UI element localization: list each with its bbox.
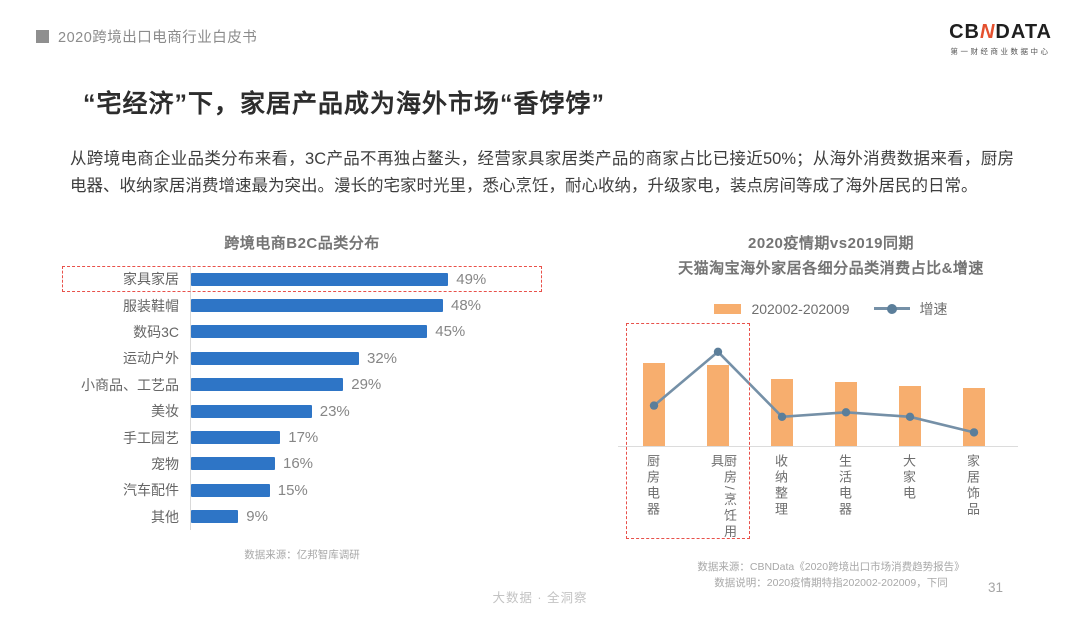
- footer-slogan: 大数据 · 全洞察: [492, 591, 588, 605]
- value-label: 15%: [277, 481, 308, 499]
- value-label: 32%: [367, 349, 398, 367]
- value-label: 45%: [435, 323, 466, 341]
- bar-track: 48%: [190, 292, 542, 319]
- x-axis-label-1: 厨房/烹饪用具: [709, 453, 737, 541]
- legend-line-icon: [873, 303, 910, 314]
- combo-source-line2: 数据说明：2020疫情期特指202002-202009，下同: [714, 576, 948, 589]
- b2c-bar-rows: 家具家居 49% 服装鞋帽 48% 数码3C 45% 运动户外 32% 小商品、工艺品 29% 美妆…: [62, 266, 542, 530]
- bar-row-1: 服装鞋帽 48%: [62, 292, 542, 319]
- combo-x-labels: 厨房电器 厨房/烹饪用具 收纳整理 生活电器 大家电 家居饰品: [618, 447, 1018, 551]
- legend-line-label: 增速: [919, 300, 948, 317]
- x-axis-label-0: 厨房电器: [645, 453, 660, 518]
- value-label: 16%: [283, 455, 314, 473]
- category-label: 运动户外: [123, 350, 179, 367]
- combo-chart-title-line2: 天猫淘宝海外家居各细分品类消费占比&增速: [678, 259, 984, 277]
- bar-track: 49%: [190, 266, 542, 293]
- combo-plot: [618, 335, 1018, 447]
- bar-row-9: 其他 9%: [62, 503, 542, 530]
- bar-row-3: 运动户外 32%: [62, 345, 542, 372]
- growth-point-4: [905, 412, 915, 421]
- b2c-chart-source: 数据来源：亿邦智库调研: [244, 548, 360, 561]
- bar-row-2: 数码3C 45%: [62, 318, 542, 346]
- combo-chart-sources: 数据来源：CBNData《2020跨境出口市场消费趋势报告》 数据说明：2020…: [600, 559, 1062, 592]
- growth-point-2: [777, 412, 787, 421]
- bar-row-5: 美妆 23%: [62, 397, 542, 425]
- intro-paragraph: 从跨境电商企业品类分布来看，3C产品不再独占鳌头，经营家具家居类产品的商家占比已…: [70, 150, 1014, 195]
- legend-line-dot: [886, 303, 897, 314]
- category-label: 数码3C: [133, 323, 179, 340]
- bar: [191, 404, 312, 418]
- home-category-combo-chart: 2020疫情期vs2019同期 天猫淘宝海外家居各细分品类消费占比&增速 202…: [600, 232, 1062, 591]
- logo-subtitle: 第一财经商业数据中心: [950, 47, 1051, 56]
- bar: [191, 299, 443, 313]
- combo-chart-title-line1: 2020疫情期vs2019同期: [748, 235, 914, 252]
- category-label: 其他: [151, 508, 179, 525]
- logo-cb: CB: [949, 21, 980, 43]
- value-label: 23%: [319, 402, 350, 420]
- bar-track: 45%: [190, 318, 542, 346]
- combo-chart-legend: 202002-202009 增速: [600, 299, 1062, 319]
- bar: [191, 457, 275, 471]
- value-label: 48%: [451, 297, 482, 315]
- bar: [191, 272, 449, 286]
- value-label: 17%: [288, 429, 319, 447]
- b2c-chart-title: 跨境电商B2C品类分布: [224, 235, 380, 252]
- document-title: 2020跨境出口电商行业白皮书: [58, 30, 258, 46]
- growth-point-1: [713, 347, 723, 356]
- combo-bar-1: [707, 364, 729, 446]
- bar-row-0: 家具家居 49%: [62, 266, 542, 293]
- category-label: 小商品、工艺品: [81, 376, 179, 393]
- value-label: 29%: [351, 376, 382, 394]
- bar-track: 16%: [190, 450, 542, 478]
- x-axis-label-2: 收纳整理: [773, 453, 788, 518]
- combo-source-line1: 数据来源：CBNData《2020跨境出口市场消费趋势报告》: [697, 560, 965, 573]
- bar-track: 15%: [190, 477, 542, 504]
- combo-chart-title: 2020疫情期vs2019同期 天猫淘宝海外家居各细分品类消费占比&增速: [600, 232, 1062, 282]
- bar: [191, 510, 239, 524]
- logo-wordmark: CBNDATA: [949, 22, 1052, 42]
- bar: [191, 351, 359, 365]
- growth-point-3: [841, 407, 851, 416]
- category-label: 服装鞋帽: [123, 297, 179, 314]
- bar-row-4: 小商品、工艺品 29%: [62, 371, 542, 398]
- bar: [191, 378, 344, 392]
- cbndata-logo: CBNDATA 第一财经商业数据中心: [949, 22, 1052, 57]
- bar: [191, 483, 270, 497]
- page-number: 31: [988, 580, 1004, 595]
- document-header: 2020跨境出口电商行业白皮书: [36, 26, 257, 47]
- category-label: 美妆: [151, 403, 179, 420]
- bar-track: 17%: [190, 424, 542, 451]
- bar-row-6: 手工园艺 17%: [62, 424, 542, 451]
- growth-point-5: [969, 427, 979, 437]
- bar: [191, 431, 281, 445]
- square-bullet-icon: [36, 30, 49, 43]
- bar-track: 23%: [190, 397, 542, 425]
- category-label: 汽车配件: [123, 482, 179, 499]
- bar-row-8: 汽车配件 15%: [62, 477, 542, 504]
- x-axis-label-3: 生活电器: [837, 453, 852, 518]
- logo-data: DATA: [995, 21, 1052, 43]
- value-label: 9%: [246, 508, 268, 526]
- growth-line-layer: [649, 347, 979, 437]
- bar-track: 9%: [190, 503, 542, 530]
- legend-bar-label: 202002-202009: [751, 300, 850, 317]
- legend-bar-swatch: [714, 303, 742, 314]
- bar-track: 32%: [190, 345, 542, 372]
- category-label: 家具家居: [123, 271, 179, 288]
- combo-plot-area: 厨房电器 厨房/烹饪用具 收纳整理 生活电器 大家电 家居饰品: [618, 322, 1018, 551]
- x-axis-label-4: 大家电: [901, 453, 916, 502]
- category-label: 手工园艺: [123, 429, 179, 446]
- growth-line: [653, 349, 975, 434]
- logo-n: N: [979, 21, 996, 43]
- value-label: 49%: [456, 270, 487, 288]
- x-axis-label-5: 家居饰品: [965, 453, 980, 518]
- b2c-category-chart: 跨境电商B2C品类分布 家具家居 49% 服装鞋帽 48% 数码3C 45% 运动户外 32%…: [62, 232, 542, 562]
- page-title: “宅经济”下，家居产品成为海外市场“香饽饽”: [83, 90, 606, 118]
- bar: [191, 325, 428, 339]
- bar-track: 29%: [190, 371, 542, 398]
- category-label: 宠物: [151, 455, 179, 472]
- growth-point-0: [649, 400, 659, 410]
- bar-row-7: 宠物 16%: [62, 450, 542, 478]
